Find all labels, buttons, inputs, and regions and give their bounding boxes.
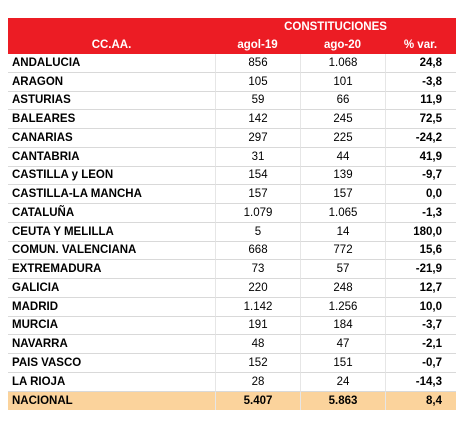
cell-value: -2,1	[385, 335, 456, 354]
cell-value: 47	[300, 335, 385, 354]
region-name: MADRID	[8, 298, 215, 317]
cell-value: 856	[215, 54, 300, 73]
cell-value: 248	[300, 279, 385, 298]
region-name: EXTREMADURA	[8, 260, 215, 279]
cell-value: 72,5	[385, 110, 456, 129]
cell-value: 1.068	[300, 54, 385, 73]
cell-value: 1.256	[300, 297, 385, 317]
region-name: NAVARRA	[8, 335, 215, 354]
cell-value: 48	[215, 335, 300, 354]
column-header: % var.	[385, 36, 456, 54]
total-value: 8,4	[385, 391, 456, 411]
cell-value: 191	[215, 316, 300, 336]
group-header: CONSTITUCIONES	[215, 18, 456, 36]
cell-value: -0,7	[385, 354, 456, 373]
cell-value: 59	[215, 91, 300, 111]
cell-value: -21,9	[385, 260, 456, 279]
cell-value: 12,7	[385, 279, 456, 298]
region-name: LA RIOJA	[8, 373, 215, 392]
cell-value: 5	[215, 222, 300, 242]
cell-value: 101	[300, 72, 385, 92]
cell-value: -3,8	[385, 72, 456, 92]
total-label: NACIONAL	[8, 391, 215, 411]
cell-value: 44	[300, 147, 385, 167]
cell-value: 66	[300, 91, 385, 111]
cell-value: 105	[215, 72, 300, 92]
cell-value: 24	[300, 372, 385, 392]
cell-value: 668	[215, 241, 300, 261]
column-header: CC.AA.	[8, 36, 215, 54]
cell-value: 154	[215, 166, 300, 186]
cell-value: 142	[215, 110, 300, 129]
cell-value: 1.065	[300, 204, 385, 223]
region-name: CEUTA Y MELILLA	[8, 223, 215, 242]
cell-value: 225	[300, 129, 385, 148]
cell-value: 139	[300, 166, 385, 186]
region-name: GALICIA	[8, 279, 215, 298]
cell-value: 180,0	[385, 222, 456, 242]
region-name: COMUN. VALENCIANA	[8, 242, 215, 261]
cell-value: -24,2	[385, 129, 456, 148]
cell-value: 11,9	[385, 91, 456, 111]
region-name: PAIS VASCO	[8, 354, 215, 373]
region-name: MURCIA	[8, 317, 215, 336]
cell-value: 24,8	[385, 54, 456, 73]
cell-value: -1,3	[385, 204, 456, 223]
cell-value: 245	[300, 110, 385, 129]
cell-value: 10,0	[385, 297, 456, 317]
cell-value: 0,0	[385, 185, 456, 204]
cell-value: 31	[215, 147, 300, 167]
header-band	[8, 18, 215, 36]
cell-value: 28	[215, 372, 300, 392]
cell-value: 151	[300, 354, 385, 373]
region-name: CASTILLA y LEON	[8, 167, 215, 186]
region-name: BALEARES	[8, 110, 215, 129]
cell-value: -3,7	[385, 316, 456, 336]
region-name: ASTURIAS	[8, 92, 215, 111]
region-name: ARAGON	[8, 73, 215, 92]
column-header: agol-19	[215, 36, 300, 54]
cell-value: 772	[300, 241, 385, 261]
region-name: CASTILLA-LA MANCHA	[8, 185, 215, 204]
total-value: 5.407	[215, 391, 300, 411]
cell-value: 157	[215, 185, 300, 204]
cell-value: 297	[215, 129, 300, 148]
cell-value: 157	[300, 185, 385, 204]
region-name: CANTABRIA	[8, 148, 215, 167]
cell-value: 1.142	[215, 297, 300, 317]
cell-value: -9,7	[385, 166, 456, 186]
cell-value: 184	[300, 316, 385, 336]
region-name: ANDALUCIA	[8, 54, 215, 73]
cell-value: 73	[215, 260, 300, 279]
cell-value: 220	[215, 279, 300, 298]
cell-value: 41,9	[385, 147, 456, 167]
total-value: 5.863	[300, 391, 385, 411]
region-name: CATALUÑA	[8, 204, 215, 223]
cell-value: 14	[300, 222, 385, 242]
cell-value: 152	[215, 354, 300, 373]
region-name: CANARIAS	[8, 129, 215, 148]
cell-value: 15,6	[385, 241, 456, 261]
cell-value: -14,3	[385, 372, 456, 392]
cell-value: 57	[300, 260, 385, 279]
cell-value: 1.079	[215, 204, 300, 223]
column-header: ago-20	[300, 36, 385, 54]
